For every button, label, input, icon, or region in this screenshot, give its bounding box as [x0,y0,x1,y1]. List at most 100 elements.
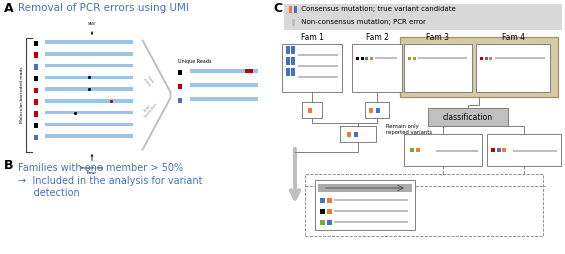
Text: A: A [4,2,14,15]
Bar [190,69,258,73]
Bar [34,123,38,126]
Text: detection: detection [18,188,80,198]
Bar [494,57,545,59]
Bar [34,135,38,138]
Bar [365,56,368,59]
Bar [436,150,478,152]
Bar [190,83,258,87]
Bar [298,65,338,67]
Bar [318,184,412,192]
Bar [415,148,419,152]
Bar [376,108,380,113]
Text: Families with one member > 50%: Families with one member > 50% [18,163,183,173]
Bar [340,126,376,142]
Bar [369,108,373,113]
Text: Fam 4: Fam 4 [502,33,524,42]
Text: Unique Reads: Unique Reads [178,59,211,64]
Bar [45,87,133,91]
Bar [286,46,290,54]
Bar [34,40,38,43]
Bar [34,43,38,46]
Bar [502,148,506,152]
Text: Fam 3: Fam 3 [427,33,450,42]
Bar [294,6,297,13]
Text: B: B [4,159,14,172]
Bar [34,64,38,67]
Bar [286,57,290,65]
Text: Fam 2: Fam 2 [366,33,389,42]
Text: Molecular-barcoded reads: Molecular-barcoded reads [20,67,24,123]
Bar [352,44,402,92]
Bar [487,134,561,166]
Bar [334,210,408,212]
Bar [34,102,38,105]
Bar [178,86,182,89]
Bar [178,72,182,75]
Bar [485,56,488,59]
Bar [489,56,492,59]
Bar [360,56,363,59]
Bar [354,132,358,137]
Bar [298,54,338,56]
Polygon shape [142,40,171,150]
Text: Fam 1: Fam 1 [301,33,323,42]
Bar [178,100,182,103]
Bar [334,221,408,223]
Text: C: C [273,2,282,15]
Text: Cons
ensus: Cons ensus [142,74,155,88]
Bar [45,99,133,103]
Bar [34,99,38,102]
Bar [34,114,38,117]
Bar [284,4,562,30]
Bar [245,69,253,73]
Bar [34,52,38,55]
Text: Non-consensus mutation; PCR error: Non-consensus mutation; PCR error [299,19,426,25]
Bar [34,55,38,58]
Bar [347,132,351,137]
Bar [282,44,342,92]
Text: Removal of PCR errors using UMI: Removal of PCR errors using UMI [18,3,189,13]
Bar [286,68,290,76]
Bar [513,150,557,152]
Bar [178,70,182,72]
Bar [34,125,38,129]
Bar [34,88,38,91]
Bar [291,46,295,54]
Bar [34,137,38,140]
Bar [289,6,292,13]
Bar [320,209,325,214]
Bar [375,57,397,59]
Bar [45,64,133,67]
Text: Sequencing
Error: Sequencing Error [80,155,104,174]
Bar [370,56,372,59]
Text: Consensus mutation; true variant candidate: Consensus mutation; true variant candida… [299,6,456,12]
Bar [45,134,133,138]
Bar [408,56,411,59]
Bar [334,199,408,201]
Bar [302,102,322,118]
Text: SNV: SNV [88,22,96,34]
Bar [45,111,133,114]
Bar [327,198,332,202]
Text: classification: classification [443,113,493,121]
Bar [476,44,550,92]
Bar [400,37,558,97]
Bar [428,108,508,126]
Bar [320,219,325,225]
Bar [497,148,501,152]
Bar [45,76,133,79]
Bar [34,76,38,79]
Bar [404,44,472,92]
Bar [291,57,295,65]
Bar [315,180,415,230]
Bar [45,52,133,56]
Text: Error
Correction: Error Correction [140,99,158,119]
Bar [34,111,38,114]
Bar [34,78,38,81]
Bar [320,198,325,202]
Bar [327,209,332,214]
Text: →  Included in the analysis for variant: → Included in the analysis for variant [18,176,202,186]
Bar [34,90,38,93]
Bar [365,102,389,118]
Bar [34,67,38,70]
